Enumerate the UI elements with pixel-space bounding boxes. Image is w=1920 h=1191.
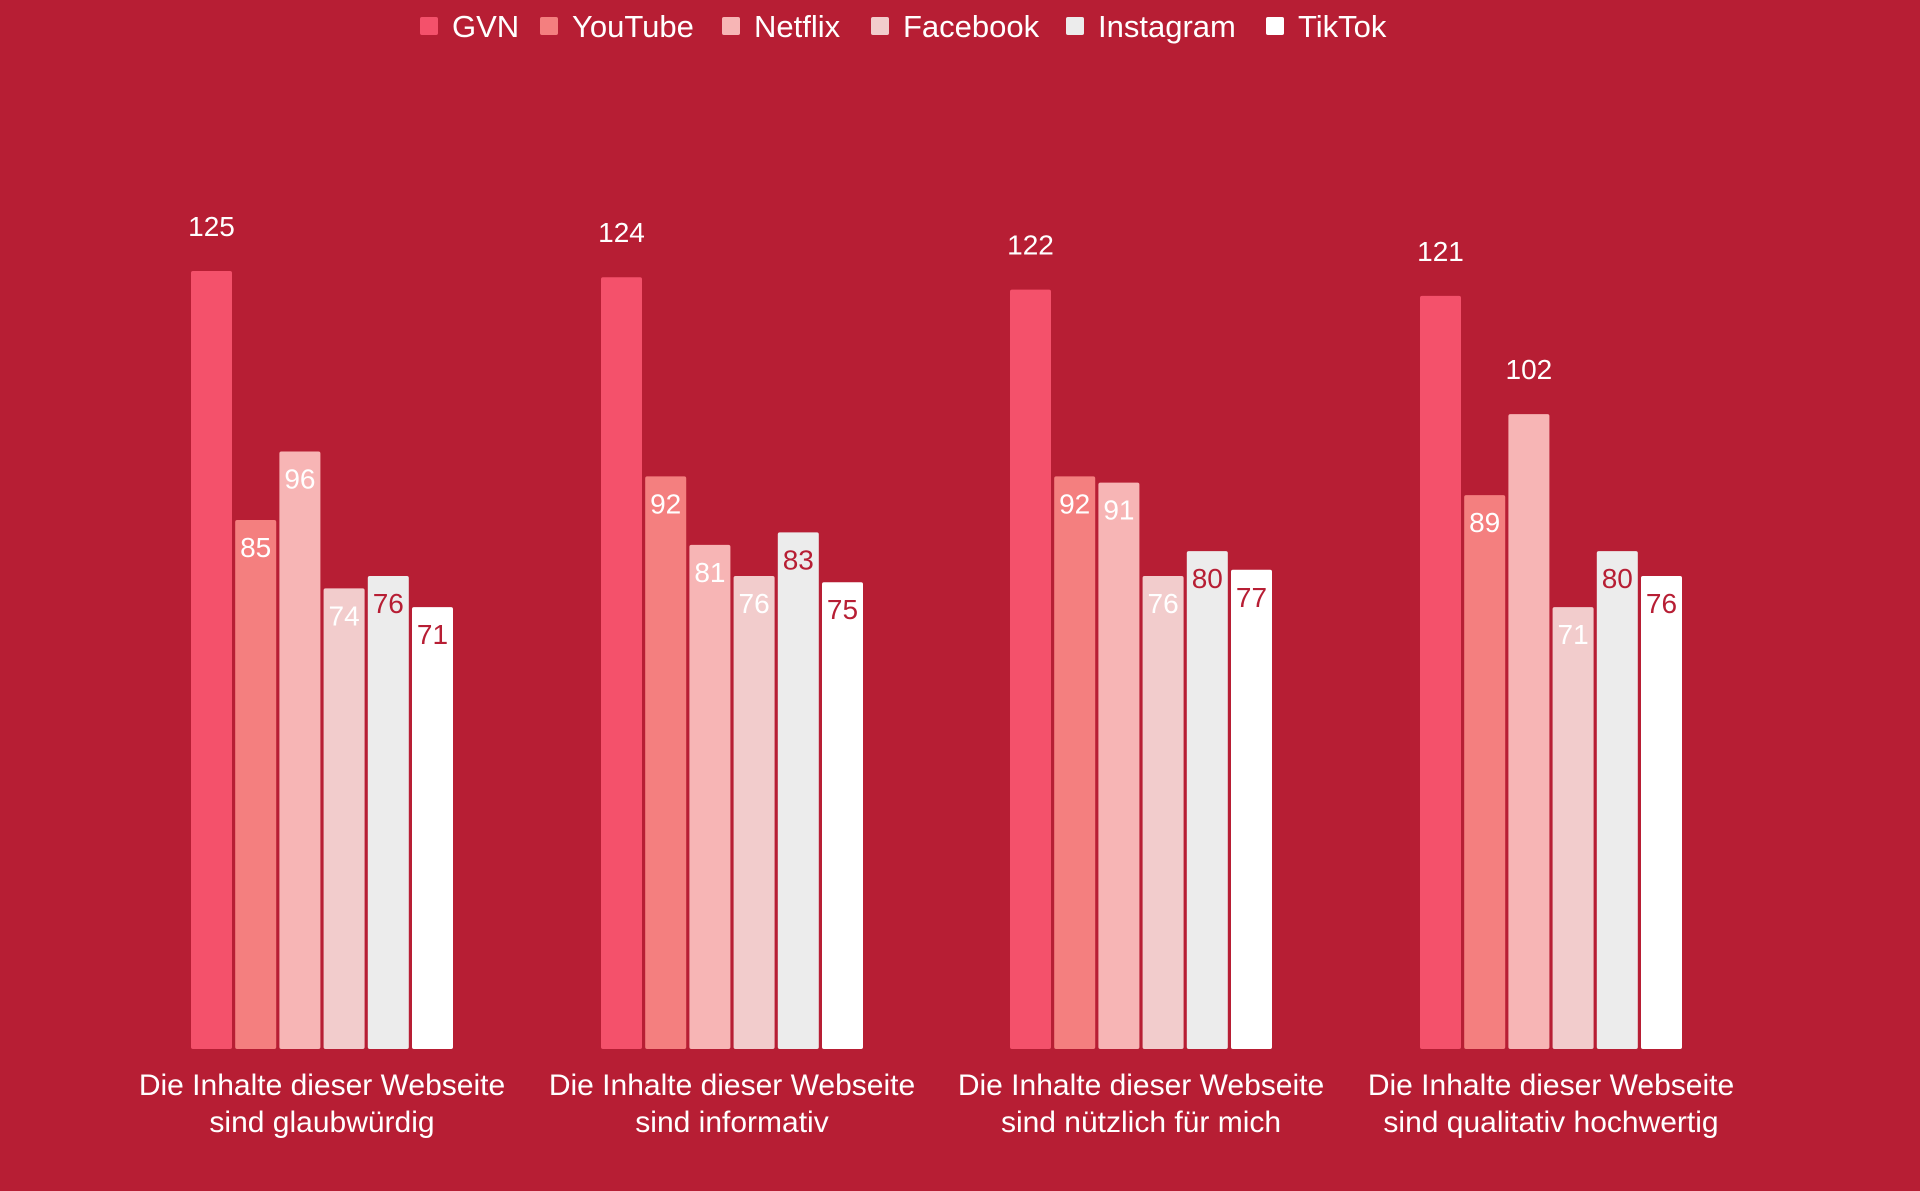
legend-item-facebook[interactable]: Facebook bbox=[871, 9, 1040, 44]
legend-label-instagram: Instagram bbox=[1098, 9, 1236, 44]
data-label-youtube-3: 92 bbox=[1059, 488, 1090, 519]
data-label-facebook-3: 76 bbox=[1148, 588, 1179, 619]
data-label-facebook-2: 76 bbox=[739, 588, 770, 619]
data-label-gvn-2: 124 bbox=[598, 217, 645, 248]
data-label-facebook-4: 71 bbox=[1558, 619, 1589, 650]
legend-label-gvn: GVN bbox=[452, 9, 519, 44]
bar-gvn-1[interactable] bbox=[191, 271, 232, 1049]
bar-instagram-3[interactable] bbox=[1186, 551, 1228, 1049]
data-label-instagram-1: 76 bbox=[373, 588, 404, 619]
legend-item-instagram[interactable]: Instagram bbox=[1066, 9, 1236, 44]
legend-swatch-netflix bbox=[722, 17, 740, 35]
category-label-3-line-2: sind nützlich für mich bbox=[1001, 1106, 1281, 1139]
legend-label-facebook: Facebook bbox=[903, 9, 1040, 44]
data-label-netflix-4: 102 bbox=[1506, 354, 1553, 385]
data-label-instagram-4: 80 bbox=[1602, 563, 1633, 594]
bar-facebook-2[interactable] bbox=[733, 575, 775, 1049]
data-label-tiktok-3: 77 bbox=[1236, 582, 1267, 613]
bar-gvn-2[interactable] bbox=[601, 277, 642, 1049]
category-label-1-line-2: sind glaubwürdig bbox=[209, 1106, 434, 1139]
bar-instagram-2[interactable] bbox=[777, 532, 819, 1049]
bar-facebook-1[interactable] bbox=[323, 588, 365, 1049]
legend-swatch-gvn bbox=[420, 17, 438, 35]
data-label-youtube-4: 89 bbox=[1469, 507, 1500, 538]
legend-label-netflix: Netflix bbox=[754, 9, 841, 44]
legend-item-tiktok[interactable]: TikTok bbox=[1266, 9, 1387, 44]
bar-instagram-4[interactable] bbox=[1596, 551, 1638, 1049]
data-label-netflix-3: 91 bbox=[1103, 495, 1134, 526]
data-label-gvn-3: 122 bbox=[1007, 230, 1054, 261]
bar-gvn-3[interactable] bbox=[1010, 289, 1051, 1049]
data-label-netflix-2: 81 bbox=[694, 557, 725, 588]
data-label-gvn-4: 121 bbox=[1417, 236, 1464, 267]
bar-tiktok-2[interactable] bbox=[822, 582, 863, 1049]
data-label-instagram-2: 83 bbox=[783, 544, 814, 575]
data-label-youtube-1: 85 bbox=[240, 532, 271, 563]
category-label-4-line-1: Die Inhalte dieser Webseite bbox=[1368, 1069, 1734, 1102]
legend-swatch-tiktok bbox=[1266, 17, 1284, 35]
legend-item-netflix[interactable]: Netflix bbox=[722, 9, 841, 44]
data-label-tiktok-1: 71 bbox=[417, 619, 448, 650]
category-label-3-line-1: Die Inhalte dieser Webseite bbox=[958, 1069, 1324, 1102]
legend-item-gvn[interactable]: GVN bbox=[420, 9, 519, 44]
bar-youtube-4[interactable] bbox=[1464, 495, 1506, 1050]
data-label-netflix-1: 96 bbox=[284, 463, 315, 494]
bar-youtube-2[interactable] bbox=[645, 476, 687, 1050]
bar-youtube-3[interactable] bbox=[1054, 476, 1096, 1050]
data-label-tiktok-4: 76 bbox=[1646, 588, 1677, 619]
data-label-instagram-3: 80 bbox=[1192, 563, 1223, 594]
legend-swatch-youtube bbox=[540, 17, 558, 35]
legend-label-youtube: YouTube bbox=[572, 9, 694, 44]
data-label-facebook-1: 74 bbox=[329, 600, 360, 631]
data-label-gvn-1: 125 bbox=[188, 211, 235, 242]
category-label-4-line-2: sind qualitativ hochwertig bbox=[1383, 1106, 1718, 1139]
bar-tiktok-4[interactable] bbox=[1641, 575, 1682, 1049]
bar-netflix-1[interactable] bbox=[279, 451, 321, 1050]
bar-tiktok-3[interactable] bbox=[1231, 569, 1272, 1049]
bar-tiktok-1[interactable] bbox=[412, 607, 453, 1049]
category-label-2-line-2: sind informativ bbox=[635, 1106, 828, 1139]
bar-gvn-4[interactable] bbox=[1420, 295, 1461, 1049]
category-label-1-line-1: Die Inhalte dieser Webseite bbox=[139, 1069, 505, 1102]
bar-facebook-3[interactable] bbox=[1142, 575, 1184, 1049]
bar-netflix-3[interactable] bbox=[1098, 482, 1140, 1050]
bar-youtube-1[interactable] bbox=[235, 519, 277, 1049]
legend-label-tiktok: TikTok bbox=[1298, 9, 1387, 44]
chart-bars bbox=[191, 271, 1682, 1050]
chart-legend: GVN YouTube Netflix Facebook Instagram TikTok bbox=[420, 9, 1387, 44]
bar-netflix-4[interactable] bbox=[1508, 414, 1550, 1050]
legend-item-youtube[interactable]: YouTube bbox=[540, 9, 694, 44]
category-label-2-line-1: Die Inhalte dieser Webseite bbox=[549, 1069, 915, 1102]
data-label-youtube-2: 92 bbox=[650, 488, 681, 519]
bar-netflix-2[interactable] bbox=[689, 544, 731, 1049]
bar-facebook-4[interactable] bbox=[1552, 607, 1594, 1049]
legend-swatch-instagram bbox=[1066, 17, 1084, 35]
bar-instagram-1[interactable] bbox=[367, 575, 409, 1049]
chart-category-labels: Die Inhalte dieser Webseite sind glaubwür… bbox=[139, 1069, 1734, 1139]
data-label-tiktok-2: 75 bbox=[827, 594, 858, 625]
legend-swatch-facebook bbox=[871, 17, 889, 35]
chart-data-labels: 125 85 96 74 76 71 124 92 81 76 83 75 122 92 91 76 80 77 1… bbox=[188, 211, 1677, 650]
